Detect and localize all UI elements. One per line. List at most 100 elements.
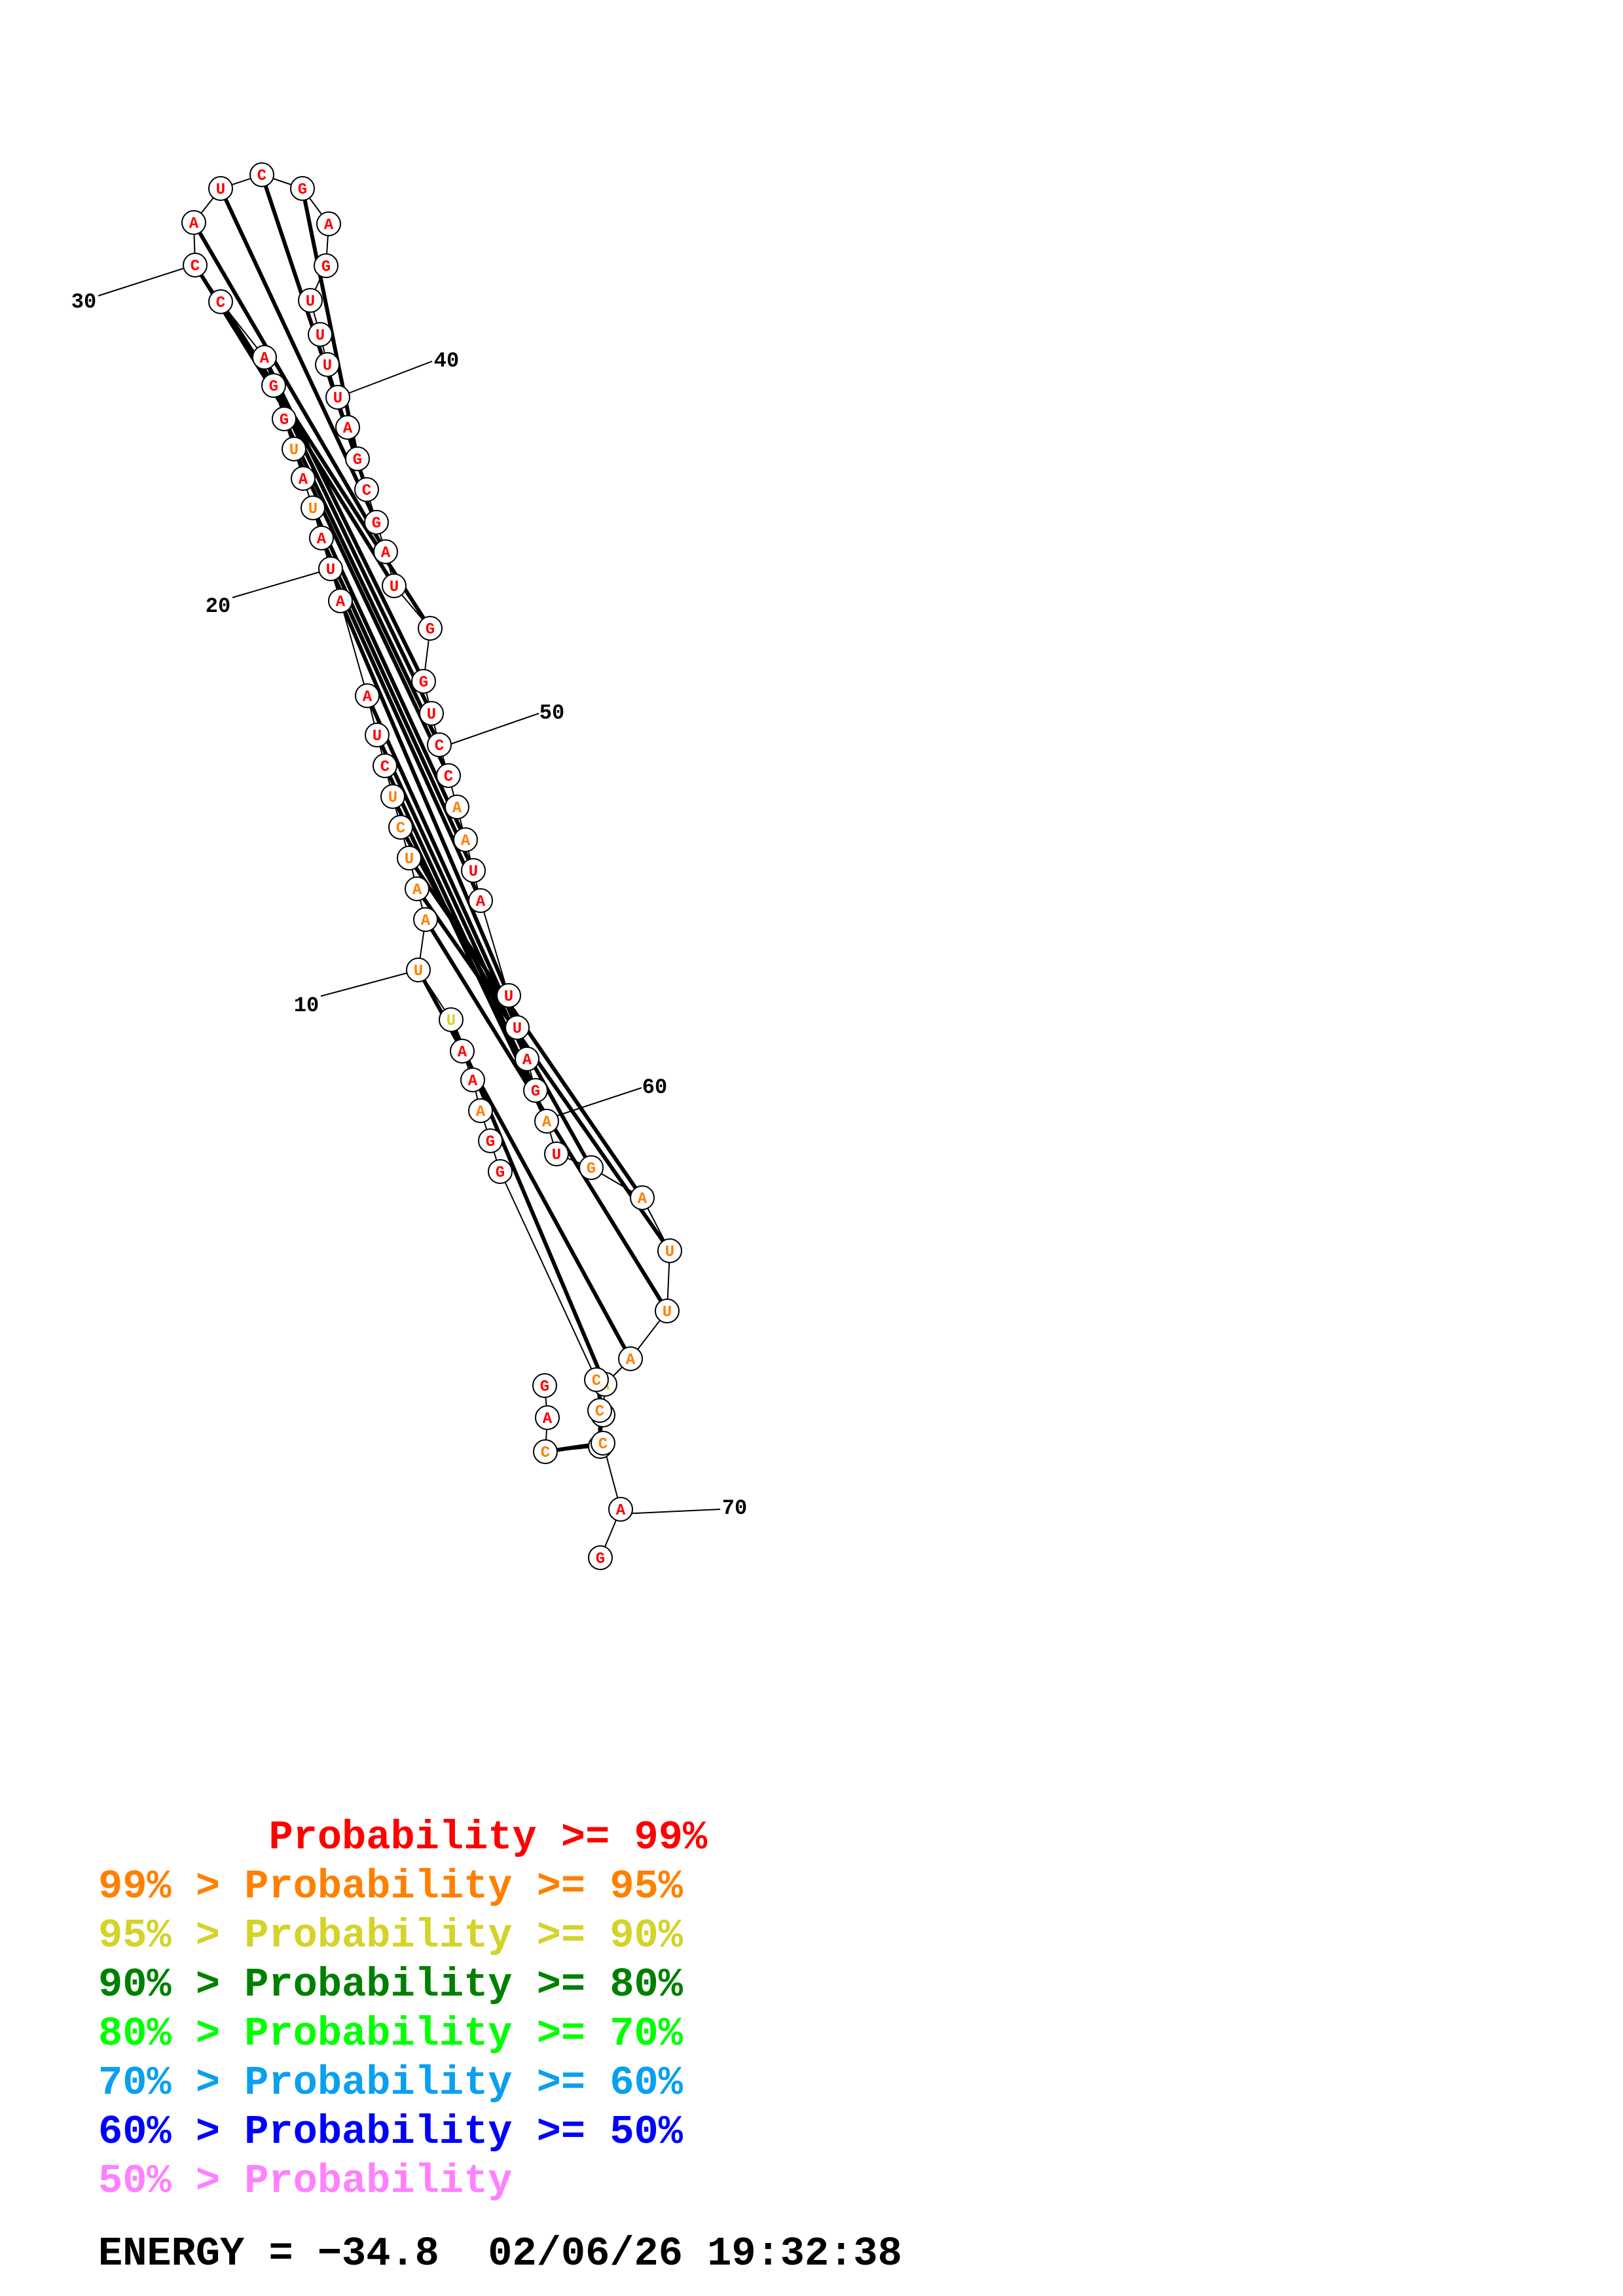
- nucleotide-26: G: [418, 616, 443, 641]
- nucleotide-circle: [308, 322, 333, 347]
- nucleotide-19: U: [461, 858, 486, 883]
- nucleotide-circle: [298, 288, 323, 313]
- nucleotide-letter: A: [468, 1073, 478, 1090]
- energy-timestamp: ENERGY = −34.8 02/06/26 19:32:38: [98, 2231, 902, 2277]
- number-tick-line: [337, 361, 433, 398]
- nucleotide-circle: [382, 573, 407, 598]
- nucleotide-circle: [523, 1078, 548, 1103]
- nucleotide-circle: [496, 983, 521, 1008]
- nucleotide-circle: [418, 616, 443, 641]
- nucleotide-letter: A: [317, 531, 327, 548]
- nucleotide-letter: U: [414, 963, 423, 980]
- nucleotide-46: G: [261, 373, 286, 398]
- nucleotide-33: U: [325, 385, 350, 410]
- nucleotide-circle: [355, 683, 380, 708]
- nucleotide-letter: G: [298, 181, 307, 199]
- nucleotide-18: A: [468, 888, 493, 913]
- position-number-50: 50: [539, 701, 564, 725]
- backbone-segment: [340, 600, 368, 696]
- nucleotide-circle: [365, 723, 390, 747]
- nucleotide-31: G: [345, 446, 370, 471]
- number-tick-line: [320, 969, 419, 997]
- nucleotide-letter: A: [452, 800, 462, 817]
- nucleotide-circle: [419, 701, 444, 726]
- nucleotide-letter: U: [316, 327, 325, 345]
- nucleotide-57: U: [380, 784, 405, 809]
- nucleotide-25: G: [411, 669, 436, 694]
- nucleotide-letter: G: [280, 412, 289, 429]
- nucleotide-letter: A: [616, 1502, 626, 1520]
- nucleotide-letter: U: [504, 988, 513, 1006]
- nucleotide-29: G: [364, 510, 389, 535]
- nucleotide-circle: [534, 1109, 559, 1134]
- nucleotide-circle: [335, 415, 360, 440]
- nucleotide-circle: [478, 1128, 503, 1153]
- base-pair-line: [416, 969, 632, 1360]
- nucleotide-9: U: [657, 1238, 682, 1263]
- nucleotide-circle: [291, 466, 316, 491]
- nucleotide-letter: G: [587, 1160, 596, 1178]
- nucleotide-54: A: [355, 683, 380, 708]
- nucleotide-letter: A: [324, 217, 334, 234]
- nucleotide-letter: A: [336, 594, 346, 611]
- nucleotide-circle: [436, 763, 461, 788]
- nucleotide-circle: [325, 385, 350, 410]
- nucleotide-51: A: [309, 526, 334, 550]
- nucleotide-circle: [388, 815, 413, 840]
- nucleotide-letter: C: [541, 1444, 550, 1462]
- nucleotide-letter: C: [595, 1403, 604, 1421]
- nucleotide-58: C: [388, 815, 413, 840]
- nucleotide-24: U: [419, 701, 444, 726]
- backbone-segment: [500, 1171, 597, 1380]
- nucleotide-circle: [315, 352, 340, 377]
- nucleotide-letter: A: [522, 1052, 532, 1069]
- nucleotide-circle: [318, 556, 343, 581]
- nucleotide-circle: [533, 1439, 558, 1464]
- nucleotide-21: A: [445, 795, 469, 819]
- nucleotide-circle: [588, 1545, 613, 1570]
- nucleotide-letter: A: [412, 882, 422, 899]
- nucleotide-circle: [354, 477, 379, 502]
- nucleotide-circle: [453, 827, 478, 852]
- nucleotide-letter: A: [476, 893, 486, 911]
- position-number-10: 10: [294, 994, 319, 1018]
- nucleotide-letter: A: [458, 1044, 467, 1062]
- nucleotide-letter: C: [444, 768, 453, 786]
- nucleotide-letter: U: [469, 863, 478, 881]
- nucleotide-circle: [608, 1497, 633, 1522]
- nucleotide-circle: [208, 176, 233, 201]
- number-tick-line: [232, 568, 331, 598]
- nucleotide-35: U: [308, 322, 333, 347]
- nucleotide-61: A: [413, 907, 438, 932]
- nucleotide-22: C: [436, 763, 461, 788]
- nucleotide-67: G: [478, 1128, 503, 1153]
- legend-line: 95% > Probability >= 90%: [98, 1912, 683, 1959]
- nucleotide-letter: G: [321, 259, 331, 276]
- nucleotides: GACCCAAUUAGUAGAUUAUAACCUGGUAGCGAUUUUGAGC…: [181, 162, 682, 1570]
- nucleotide-36: U: [298, 288, 323, 313]
- nucleotide-letter: G: [596, 1551, 605, 1568]
- nucleotide-70: C: [587, 1398, 612, 1423]
- nucleotide-letter: U: [388, 789, 397, 807]
- nucleotide-15: A: [515, 1047, 539, 1071]
- nucleotide-letter: G: [269, 378, 278, 396]
- nucleotide-63: U: [439, 1007, 464, 1032]
- nucleotide-49: A: [291, 466, 316, 491]
- nucleotide-43: C: [183, 253, 208, 278]
- nucleotide-circle: [282, 437, 306, 461]
- nucleotide-circle: [406, 958, 431, 982]
- nucleotide-circle: [413, 907, 438, 932]
- nucleotide-circle: [584, 1367, 609, 1392]
- nucleotide-circle: [249, 162, 274, 187]
- nucleotide-72: A: [608, 1497, 633, 1522]
- base-pair-line: [365, 694, 519, 1029]
- nucleotide-circle: [505, 1015, 530, 1040]
- nucleotide-letter: A: [421, 912, 431, 930]
- nucleotide-letter: G: [531, 1083, 540, 1101]
- legend-line: 80% > Probability >= 70%: [98, 2011, 683, 2057]
- nucleotide-circle: [488, 1159, 513, 1184]
- probability-legend: Probability >= 99% 99% > Probability >= 9…: [98, 1813, 707, 2206]
- nucleotide-letter: U: [665, 1244, 674, 1261]
- number-tick-line: [98, 264, 194, 296]
- nucleotide-64: A: [450, 1039, 475, 1064]
